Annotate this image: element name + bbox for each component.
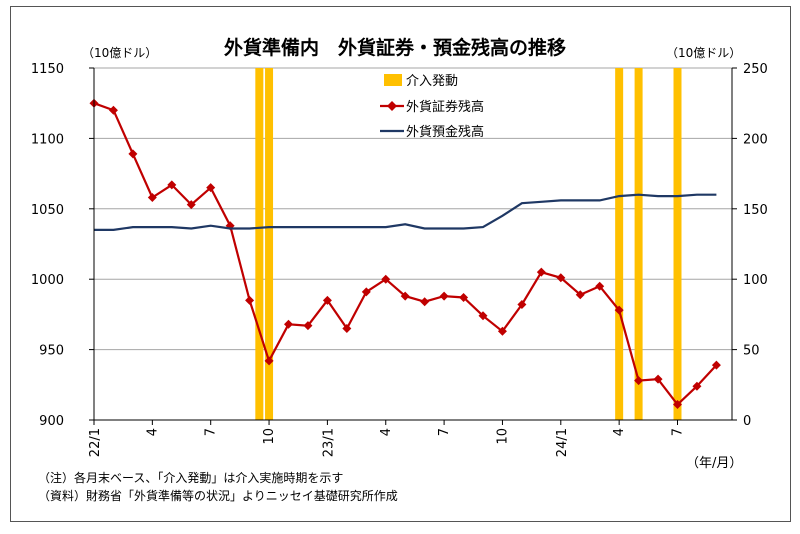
left-tick-label: 1000 bbox=[31, 273, 64, 288]
legend-swatch-intervention bbox=[384, 74, 402, 86]
x-tick-label: 4 bbox=[612, 428, 627, 436]
axes: 900 950 1000 1050 1100 1150 0 50 100 150 200 250 22/… bbox=[31, 62, 768, 457]
intervention-bands bbox=[255, 68, 682, 420]
intervention-band bbox=[673, 68, 682, 420]
securities-marker bbox=[264, 356, 274, 366]
securities-marker bbox=[673, 400, 682, 410]
intervention-band bbox=[634, 68, 643, 420]
securities-marker bbox=[167, 180, 177, 190]
right-tick-label: 0 bbox=[743, 414, 751, 429]
legend-label-deposits: 外貨預金残高 bbox=[406, 124, 484, 140]
securities-marker bbox=[245, 295, 255, 305]
securities-marker bbox=[361, 287, 371, 297]
x-tick-label: 10 bbox=[262, 428, 277, 445]
series-layer bbox=[89, 98, 721, 410]
securities-marker bbox=[147, 193, 157, 203]
securities-marker bbox=[575, 290, 585, 300]
intervention-band bbox=[615, 68, 624, 420]
securities-marker bbox=[420, 297, 430, 307]
securities-marker bbox=[400, 291, 410, 301]
intervention-band bbox=[265, 68, 274, 420]
x-tick-label: 7 bbox=[437, 428, 452, 436]
source-text: （資料）財務省「外貨準備等の状況」よりニッセイ基礎研究所作成 bbox=[38, 488, 398, 503]
legend-label-securities: 外貨証券残高 bbox=[406, 99, 484, 115]
right-tick-label: 250 bbox=[743, 62, 768, 77]
x-axis-unit: （年/月） bbox=[686, 456, 742, 471]
legend-marker-securities bbox=[387, 101, 397, 111]
securities-marker bbox=[692, 381, 702, 391]
x-tick-label: 24/1 bbox=[555, 428, 570, 457]
securities-marker bbox=[186, 200, 196, 210]
x-tick-label: 22/1 bbox=[88, 428, 103, 457]
securities-marker bbox=[595, 281, 605, 291]
gridlines bbox=[94, 67, 732, 351]
x-tick-label: 10 bbox=[495, 428, 510, 445]
note-text: （注）各月末ベース、「介入発動」は介入実施時期を示す bbox=[38, 470, 343, 485]
left-axis-unit: （10億ドル） bbox=[82, 46, 157, 60]
right-tick-label: 200 bbox=[743, 132, 768, 147]
securities-marker bbox=[284, 319, 293, 329]
securities-marker bbox=[322, 295, 332, 305]
deposits-line bbox=[94, 193, 717, 231]
securities-marker bbox=[206, 183, 216, 193]
left-tick-label: 1050 bbox=[31, 203, 64, 218]
x-tick-label: 4 bbox=[379, 428, 394, 436]
securities-marker bbox=[556, 273, 566, 283]
securities-marker bbox=[653, 374, 663, 384]
securities-marker bbox=[536, 267, 546, 277]
securities-marker bbox=[478, 311, 488, 321]
securities-marker bbox=[517, 300, 527, 310]
right-axis-unit: （10億ドル） bbox=[666, 46, 741, 60]
x-tick-label: 7 bbox=[204, 428, 219, 436]
x-tick-label: 4 bbox=[145, 428, 160, 436]
left-tick-label: 1100 bbox=[31, 132, 64, 147]
securities-marker bbox=[128, 149, 138, 159]
securities-marker bbox=[303, 321, 313, 331]
securities-marker bbox=[439, 291, 449, 301]
right-tick-label: 100 bbox=[743, 273, 768, 288]
chart-frame bbox=[10, 6, 791, 522]
left-tick-label: 950 bbox=[39, 344, 64, 359]
securities-marker bbox=[459, 293, 469, 303]
chart-title: 外貨準備内 外貨証券・預金残高の推移 bbox=[224, 36, 566, 59]
securities-marker bbox=[497, 326, 507, 336]
securities-marker bbox=[614, 305, 624, 315]
x-tick-label: 7 bbox=[671, 428, 686, 436]
securities-marker bbox=[108, 105, 118, 115]
right-tick-label: 50 bbox=[743, 344, 760, 359]
securities-marker bbox=[711, 360, 721, 370]
left-tick-label: 900 bbox=[39, 414, 64, 429]
securities-marker bbox=[342, 323, 352, 333]
securities-marker bbox=[634, 376, 644, 386]
securities-marker bbox=[381, 274, 391, 284]
legend-label-intervention: 介入発動 bbox=[406, 74, 458, 89]
x-tick-label: 23/1 bbox=[321, 428, 336, 457]
left-tick-label: 1150 bbox=[31, 62, 64, 77]
right-tick-label: 150 bbox=[743, 203, 768, 218]
intervention-band bbox=[255, 68, 264, 420]
